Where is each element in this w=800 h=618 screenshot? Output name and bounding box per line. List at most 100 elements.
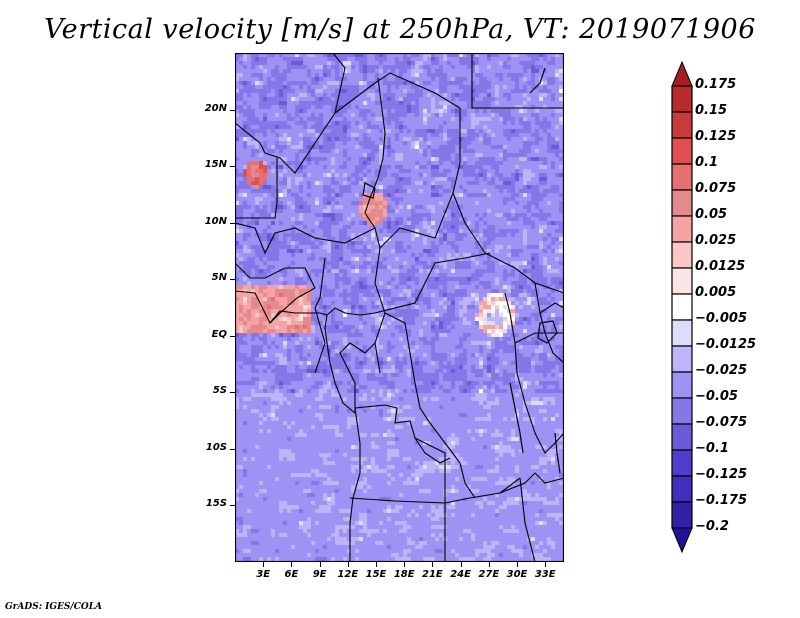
field-cell — [403, 117, 407, 121]
field-cell — [399, 241, 403, 245]
field-cell — [547, 113, 551, 117]
field-cell — [275, 117, 279, 121]
field-cell — [491, 201, 495, 205]
field-cell — [415, 97, 419, 101]
field-cell — [343, 69, 347, 73]
field-cell — [279, 169, 283, 173]
field-cell — [503, 141, 507, 145]
field-cell — [423, 285, 427, 289]
field-cell — [383, 77, 387, 81]
field-cell — [499, 81, 503, 85]
field-cell — [379, 109, 383, 113]
field-cell — [351, 105, 355, 109]
field-cell — [383, 109, 387, 113]
field-cell — [323, 205, 327, 209]
field-cell — [271, 249, 275, 253]
field-cell — [387, 141, 391, 145]
field-cell — [431, 53, 435, 57]
field-cell — [279, 249, 283, 253]
field-cell — [347, 233, 351, 237]
field-cell — [343, 221, 347, 225]
field-cell — [487, 265, 491, 269]
field-cell — [283, 69, 287, 73]
field-cell — [527, 257, 531, 261]
field-cell — [551, 265, 555, 269]
field-cell — [299, 125, 303, 129]
field-cell — [435, 177, 439, 181]
field-cell — [543, 189, 547, 193]
field-cell — [475, 269, 479, 273]
field-cell — [503, 61, 507, 65]
field-cell — [291, 145, 295, 149]
field-cell — [443, 185, 447, 189]
field-cell — [327, 109, 331, 113]
field-cell — [295, 189, 299, 193]
field-cell — [547, 273, 551, 277]
field-cell — [479, 221, 483, 225]
field-cell — [555, 233, 559, 237]
field-cell — [323, 133, 327, 137]
field-cell — [267, 237, 271, 241]
field-cell — [415, 121, 419, 125]
field-cell — [327, 165, 331, 169]
field-cell — [427, 209, 431, 213]
field-cell — [315, 241, 319, 245]
field-cell — [239, 169, 243, 173]
field-cell — [335, 225, 339, 229]
field-cell — [439, 273, 443, 277]
field-cell — [319, 157, 323, 161]
field-cell — [551, 257, 555, 261]
field-cell — [403, 193, 407, 197]
field-cell — [507, 161, 511, 165]
field-cell — [403, 73, 407, 77]
field-cell — [311, 213, 315, 217]
field-cell — [375, 69, 379, 73]
field-cell — [467, 93, 471, 97]
field-cell — [547, 281, 551, 285]
field-cell — [371, 285, 375, 289]
field-cell — [427, 265, 431, 269]
field-cell — [327, 253, 331, 257]
field-cell — [403, 257, 407, 261]
field-cell — [483, 121, 487, 125]
field-cell — [359, 121, 363, 125]
field-cell — [283, 113, 287, 117]
field-cell — [263, 221, 267, 225]
field-cell — [523, 193, 527, 197]
field-cell — [267, 129, 271, 133]
field-cell — [551, 273, 555, 277]
field-cell — [427, 157, 431, 161]
field-cell — [379, 113, 383, 117]
field-cell — [403, 205, 407, 209]
field-cell — [383, 217, 387, 221]
field-cell — [435, 281, 439, 285]
field-cell — [251, 101, 255, 105]
field-cell — [395, 93, 399, 97]
field-cell — [455, 57, 459, 61]
field-cell — [507, 197, 511, 201]
field-cell — [303, 237, 307, 241]
field-cell — [475, 109, 479, 113]
field-cell — [523, 281, 527, 285]
field-cell — [487, 201, 491, 205]
field-cell — [547, 133, 551, 137]
field-cell — [419, 273, 423, 277]
field-cell — [359, 81, 363, 85]
field-cell — [319, 109, 323, 113]
field-cell — [283, 249, 287, 253]
field-cell — [423, 261, 427, 265]
field-cell — [335, 73, 339, 77]
field-cell — [307, 181, 311, 185]
field-cell — [299, 177, 303, 181]
field-cell — [551, 201, 555, 205]
field-cell — [431, 229, 435, 233]
field-cell — [315, 73, 319, 77]
field-cell — [347, 229, 351, 233]
field-cell — [387, 241, 391, 245]
field-cell — [323, 65, 327, 69]
field-cell — [443, 133, 447, 137]
field-cell — [479, 117, 483, 121]
field-cell — [543, 169, 547, 173]
field-cell — [315, 253, 319, 257]
field-cell — [471, 145, 475, 149]
